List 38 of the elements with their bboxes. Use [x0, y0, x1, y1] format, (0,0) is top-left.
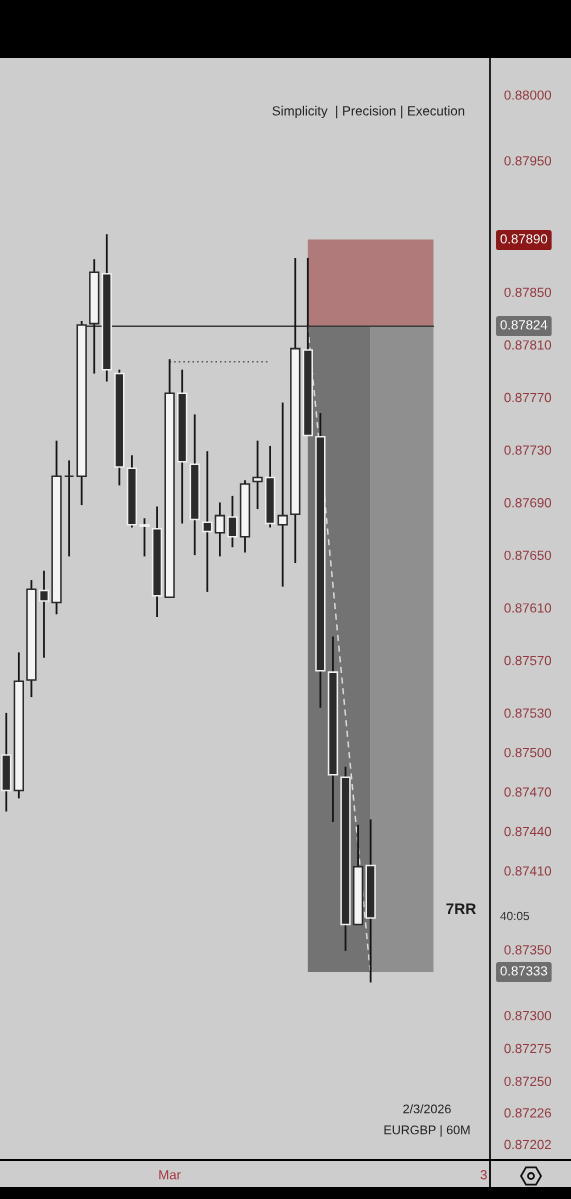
y-tick-label: 0.87730: [504, 445, 552, 455]
y-tick-label: 0.87570: [504, 655, 552, 666]
text: 0.87333: [500, 966, 548, 976]
text: 40:05: [500, 911, 530, 921]
text: Simplicity | Precision | Execution: [272, 105, 465, 119]
y-tick-label: 0.87810: [504, 340, 552, 350]
y-tick-label: 0.87690: [504, 498, 552, 508]
candlestick: [227, 495, 238, 549]
annotation: 2/3/2026: [403, 1104, 451, 1114]
y-tick-label: 0.88000: [504, 90, 552, 100]
y-tick-label: 0.87350: [504, 945, 552, 955]
text: 0.87824: [500, 320, 548, 330]
y-tick-label: 0.87202: [504, 1139, 551, 1150]
candlestick: [252, 439, 263, 510]
x-tick-label: Mar: [159, 1170, 181, 1180]
y-tick-label: 0.87470: [504, 787, 552, 797]
candlestick: [202, 450, 213, 593]
y-tick-label: 0.87770: [504, 392, 552, 403]
candlestick: [139, 517, 150, 558]
y-tick-label: 0.87410: [504, 866, 552, 876]
y-tick-label: 0.87226: [504, 1108, 551, 1118]
y-tick-label: 0.87440: [504, 826, 552, 837]
y-tick-label: 0.87850: [504, 287, 552, 297]
candlestick: [277, 401, 288, 588]
text: 0.87890: [500, 234, 548, 244]
x-tick-label: 3: [480, 1170, 487, 1180]
y-tick-label: 0.87275: [504, 1043, 552, 1054]
candlestick: [214, 501, 226, 558]
y-tick-label: 0.87300: [504, 1010, 552, 1021]
y-tick-label: 0.87610: [504, 603, 552, 613]
y-tick-label: 0.87650: [504, 550, 552, 560]
annotation: 7RR: [446, 903, 476, 914]
candlestick: [38, 569, 50, 659]
y-tick-label: 0.87950: [504, 156, 552, 166]
y-tick-label: 0.87530: [504, 708, 552, 718]
y-tick-label: 0.87250: [504, 1076, 552, 1087]
annotation: EURGBP | 60M: [384, 1125, 470, 1137]
y-tick-label: 0.87500: [504, 747, 552, 758]
